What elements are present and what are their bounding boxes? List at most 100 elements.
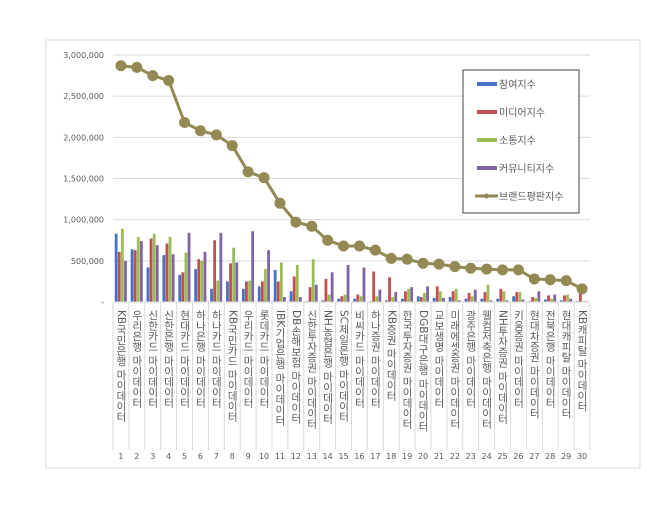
bars — [114, 228, 588, 302]
rank-label: 2 — [134, 452, 139, 461]
bar-3 — [155, 245, 159, 302]
x-tick-label: IBK기업은행 마이데이터 — [274, 310, 286, 426]
x-tick-label: 하나증권 마이데이터 — [369, 309, 381, 408]
bar-0 — [130, 249, 134, 302]
line-point — [338, 240, 350, 252]
x-tick-label: SC제일은행 마이데이터 — [338, 310, 350, 423]
x-tick-label: KB증권 마이데이터 — [385, 310, 397, 402]
rank-label: 28 — [545, 452, 555, 461]
rank-label: 25 — [497, 452, 507, 461]
legend-swatch — [477, 138, 497, 142]
bar-2 — [152, 233, 156, 302]
bar-3 — [457, 300, 461, 302]
rank-label: 14 — [323, 452, 333, 461]
bar-3 — [171, 254, 175, 302]
line-point — [322, 234, 334, 246]
rank-label: 16 — [354, 452, 364, 461]
rank-label: 19 — [402, 452, 412, 461]
bar-1 — [245, 281, 248, 302]
rank-label: 18 — [386, 452, 396, 461]
bar-2 — [184, 252, 188, 302]
y-tick-label: 1,500,000 — [63, 175, 104, 184]
bar-0 — [432, 297, 436, 302]
bar-0 — [257, 286, 261, 302]
bar-0 — [241, 288, 245, 302]
bar-2 — [200, 260, 204, 302]
bar-3 — [442, 297, 445, 302]
bar-3 — [251, 231, 255, 302]
bar-2 — [470, 296, 474, 302]
bar-0 — [194, 269, 198, 302]
line-point — [210, 129, 222, 141]
x-tick-label: 하나은행 마이데이터 — [194, 309, 206, 408]
bar-3 — [521, 299, 525, 302]
bar-3 — [473, 289, 477, 302]
bar-1 — [324, 278, 328, 302]
line-point — [306, 220, 318, 232]
bar-0 — [559, 300, 563, 302]
bar-0 — [448, 297, 452, 302]
legend-label: 미디어지수 — [499, 107, 545, 119]
line-point — [576, 283, 588, 295]
rank-label: 22 — [450, 452, 460, 461]
bar-2 — [375, 296, 379, 302]
bar-3 — [410, 287, 414, 302]
line-point — [481, 263, 493, 275]
bar-2 — [438, 291, 442, 302]
line-point — [226, 140, 238, 152]
line-point — [115, 60, 127, 72]
bar-1 — [563, 295, 566, 302]
bar-1 — [451, 291, 455, 302]
bar-2 — [232, 247, 236, 302]
bar-3 — [187, 232, 191, 302]
bar-1 — [165, 243, 169, 302]
y-tick-label: 2,500,000 — [63, 92, 104, 101]
x-tick-label: 하나카드 마이데이터 — [210, 309, 222, 408]
x-tick-label: 비씨카드 마이데이터 — [353, 310, 365, 409]
bar-1 — [547, 295, 550, 302]
x-tick-label: 우리은행 마이데이터 — [131, 310, 143, 409]
rank-label: 9 — [246, 452, 251, 461]
bar-2 — [566, 294, 569, 302]
bar-0 — [289, 291, 293, 302]
bar-3 — [330, 272, 334, 302]
rank-label: 17 — [370, 452, 380, 461]
rank-label: 30 — [577, 452, 587, 461]
bar-1 — [149, 238, 153, 302]
line-point — [131, 61, 143, 73]
line-point — [497, 264, 509, 276]
line-point — [560, 275, 572, 287]
x-tick-label: 신한투자증권 마이데이터 — [306, 310, 318, 430]
bar-3 — [267, 250, 270, 302]
bar-3 — [394, 292, 398, 302]
rank-label: 5 — [182, 452, 187, 461]
y-tick-label: 3,000,000 — [63, 51, 104, 60]
line-point — [242, 166, 254, 178]
bar-0 — [480, 298, 484, 302]
x-tick-label: 신한카드 마이데이터 — [147, 310, 159, 409]
bar-0 — [226, 281, 229, 302]
line-point — [433, 258, 445, 270]
legend-swatch — [477, 166, 497, 170]
x-tick-label: 웰컴저축은행 마이데이터 — [481, 310, 493, 430]
line-point — [163, 75, 175, 87]
rank-label: 29 — [561, 452, 571, 461]
line-point — [179, 117, 191, 129]
bar-3 — [346, 264, 350, 302]
rank-label: 27 — [529, 452, 539, 461]
bar-3 — [298, 297, 302, 302]
bar-0 — [146, 267, 150, 302]
bar-0 — [385, 300, 388, 302]
rank-label: 8 — [230, 452, 235, 461]
line-point — [385, 252, 397, 264]
bar-3 — [219, 232, 223, 302]
bar-2 — [248, 280, 251, 302]
bar-3 — [362, 267, 366, 302]
x-tick-label: 한국투자증권 마이데이터 — [401, 310, 413, 430]
line-point — [194, 125, 206, 137]
y-tick-label: - — [101, 298, 104, 307]
gridlines — [113, 54, 590, 262]
bar-3 — [235, 262, 239, 302]
bar-2 — [279, 262, 283, 302]
